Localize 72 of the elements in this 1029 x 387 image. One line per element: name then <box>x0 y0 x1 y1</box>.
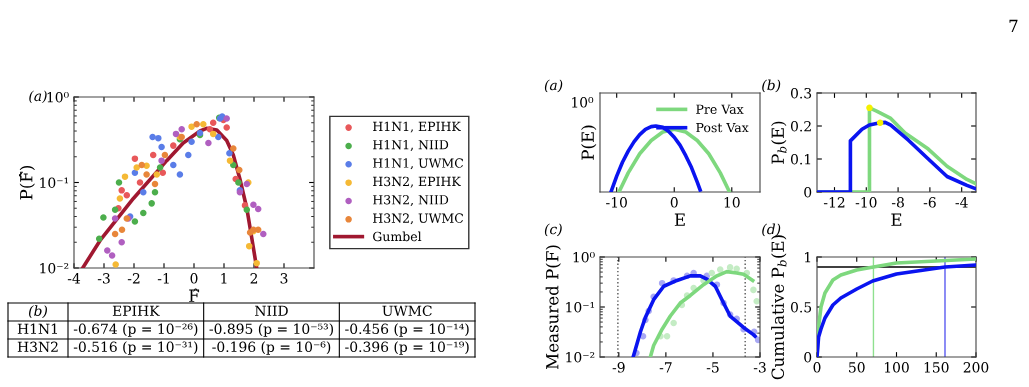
x-axis-title: F̂ <box>189 288 200 302</box>
x-tick-label: 0 <box>813 362 821 373</box>
x-tick-label: -10 <box>855 197 877 208</box>
x-axis-title: E <box>891 213 902 226</box>
y-tick-label: 0 <box>804 351 812 363</box>
text: -0.456 (p = 10⁻¹⁴) <box>345 323 469 337</box>
y-tick-label: 10⁰ <box>573 251 595 263</box>
x-tick-label: -9 <box>612 362 625 373</box>
x-tick-label: 10 <box>724 197 740 208</box>
legend-label: Pre Vax <box>696 104 744 114</box>
text: -0.516 (p = 10⁻³¹) <box>73 341 198 355</box>
y-tick-label: 10⁻¹ <box>40 177 69 188</box>
chart-title: (b) <box>762 79 781 93</box>
text: -0.396 (p = 10⁻¹⁹) <box>345 341 469 355</box>
y-axis-title: Cumulative P$_{b}$(E) <box>771 235 787 380</box>
category-label: UWMC <box>382 305 432 317</box>
x-tick-label: 200 <box>963 362 989 373</box>
x-tick-label: 1 <box>221 273 227 284</box>
x-tick-label: -3 <box>97 273 110 284</box>
legend-label: Post Vax <box>696 122 749 133</box>
x-tick-label: -5 <box>706 362 719 373</box>
y-tick-label: 10⁻² <box>566 351 595 363</box>
category-label: NIID <box>255 305 288 317</box>
x-tick-label: 3 <box>280 273 288 284</box>
legend-label: H3N2, UWMC <box>373 213 464 225</box>
x-tick-label: 50 <box>849 362 865 373</box>
legend-label: H1N1, NIID <box>373 139 449 151</box>
y-tick-label: 0.1 <box>790 153 811 165</box>
y-axis-title: P(F̂) <box>18 165 35 200</box>
text: 7 <box>1009 19 1018 33</box>
x-tick-label: -8 <box>891 197 904 208</box>
chart-title: (c) <box>544 223 562 237</box>
y-tick-label: 10⁻¹ <box>566 301 595 313</box>
text: (b) <box>29 305 47 318</box>
y-tick-label: 0 <box>804 186 812 198</box>
y-tick-label: 0.5 <box>790 301 812 313</box>
legend-label: H3N2, NIID <box>373 195 449 206</box>
text: -0.674 (p = 10⁻²⁶) <box>73 323 198 337</box>
x-tick-label: -12 <box>823 197 845 208</box>
x-tick-label: 0 <box>670 197 678 208</box>
chart-title: (a) <box>29 90 47 104</box>
legend-label: H1N1, UWMC <box>373 158 464 170</box>
y-axis-title: P(E) <box>581 125 597 160</box>
text: -0.895 (p = 10⁻⁵³) <box>209 323 333 337</box>
y-axis-title: P$_{b}$(E) <box>771 121 787 164</box>
x-tick-label: 2 <box>250 273 258 284</box>
x-tick-label: 0 <box>190 273 198 284</box>
y-tick-label: 0.2 <box>790 120 811 132</box>
x-tick-label: -6 <box>923 197 936 208</box>
x-tick-label: -4 <box>955 197 968 208</box>
y-axis-title: Measured P(F) <box>545 245 561 370</box>
text: -0.196 (p = 10⁻⁶) <box>212 341 331 355</box>
y-tick-label: 0.3 <box>790 87 812 99</box>
y-tick-label: 10⁰ <box>47 91 69 103</box>
legend-label: H1N1, EPIHK <box>373 121 461 133</box>
x-tick-label: -10 <box>606 197 627 208</box>
y-tick-label: 10⁻² <box>40 262 69 274</box>
x-tick-label: -2 <box>127 273 140 284</box>
legend-label: H3N2, EPIHK <box>373 176 461 188</box>
x-tick-label: -4 <box>67 273 81 284</box>
chart-title: (a) <box>544 79 563 93</box>
x-tick-label: 100 <box>884 362 909 373</box>
category-label: EPIHK <box>112 305 160 316</box>
legend-label: Gumbel <box>373 231 422 242</box>
x-axis-title: E <box>674 213 685 226</box>
x-tick-label: -7 <box>659 362 672 373</box>
x-tick-label: -3 <box>753 362 766 373</box>
category-label: H3N2 <box>17 341 58 353</box>
x-tick-label: 150 <box>924 362 949 373</box>
category-label: H1N1 <box>17 323 57 335</box>
x-tick-label: -1 <box>157 273 169 284</box>
y-tick-label: 1 <box>805 251 811 263</box>
